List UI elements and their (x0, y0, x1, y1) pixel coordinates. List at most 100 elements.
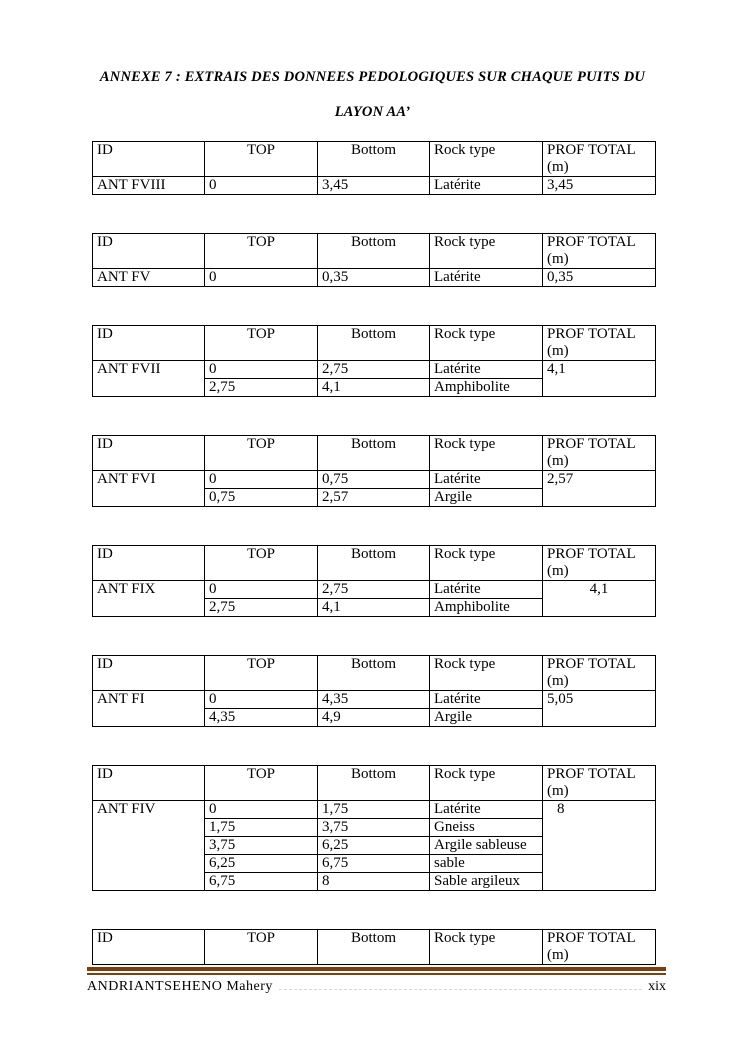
header-rock-type: Rock type (429, 765, 543, 801)
table-header-row: ID TOP Bottom Rock type PROF TOTAL (m) (92, 929, 656, 965)
cell-rock-type: Amphibolite (429, 598, 543, 617)
header-bottom: Bottom (317, 545, 430, 581)
cell-bottom: 3,75 (317, 818, 430, 837)
header-top: TOP (204, 325, 318, 361)
cell-prof-total: 0,35 (542, 268, 656, 287)
header-id: ID (92, 765, 205, 801)
cell-bottom: 3,45 (317, 176, 430, 195)
soil-data-table: ID TOP Bottom Rock type PROF TOTAL (m) (92, 929, 656, 965)
table-row: ANT FIX 0 2,75 Latérite 4,1 (92, 580, 656, 617)
table-header-row: ID TOP Bottom Rock type PROF TOTAL (m) (92, 325, 656, 361)
tables-container: ID TOP Bottom Rock type PROF TOTAL (m) ANT FVI… (92, 141, 745, 965)
cell-rock-type: Argile sableuse (429, 836, 543, 855)
header-prof-total: PROF TOTAL (m) (542, 765, 656, 801)
cell-bottom: 4,1 (317, 378, 430, 397)
cell-top: 0 (204, 176, 318, 195)
cell-prof-total: 8 (542, 800, 656, 891)
table-row: 6,25 6,75 sable (93, 854, 656, 873)
cell-bottom: 2,75 (317, 360, 430, 379)
soil-data-table: ID TOP Bottom Rock type PROF TOTAL (m) ANT FIV… (92, 765, 656, 891)
cell-bottom: 1,75 (317, 800, 430, 819)
header-rock-type: Rock type (429, 545, 543, 581)
table-row: ANT FVIII 0 3,45 Latérite 3,45 (92, 176, 656, 195)
cell-top: 6,25 (204, 854, 318, 873)
soil-data-table: ID TOP Bottom Rock type PROF TOTAL (m) ANT FVI… (92, 325, 656, 397)
table-row: 0,75 2,57 Argile (93, 488, 656, 507)
table-row: 3,75 6,25 Argile sableuse (93, 836, 656, 855)
cell-rock-type: Argile (429, 708, 543, 727)
footer-dashed-leader (278, 979, 643, 990)
soil-data-table: ID TOP Bottom Rock type PROF TOTAL (m) ANT FVI… (92, 141, 656, 195)
header-prof-total: PROF TOTAL (m) (542, 545, 656, 581)
cell-top: 1,75 (204, 818, 318, 837)
header-id: ID (92, 325, 205, 361)
header-bottom: Bottom (317, 655, 430, 691)
header-top: TOP (204, 545, 318, 581)
header-prof-total: PROF TOTAL (m) (542, 233, 656, 269)
cell-top: 0 (204, 268, 318, 287)
cell-top: 0 (204, 800, 318, 819)
table-row: 4,35 4,9 Argile (93, 708, 656, 727)
header-id: ID (92, 435, 205, 471)
cell-well-id: ANT FVII (92, 360, 205, 397)
cell-top: 4,35 (204, 708, 318, 727)
table-header-row: ID TOP Bottom Rock type PROF TOTAL (m) (92, 141, 656, 177)
cell-top: 6,75 (204, 872, 318, 891)
page-title-line1: ANNEXE 7 : EXTRAIS DES DONNEES PEDOLOGIQ… (99, 69, 646, 85)
cell-rock-type: Latérite (429, 176, 543, 195)
cell-rock-type: Latérite (429, 470, 543, 489)
cell-rock-type: Latérite (429, 800, 543, 819)
cell-well-id: ANT FVI (92, 470, 205, 507)
cell-well-id: ANT FI (92, 690, 205, 727)
page-footer: ANDRIANTSEHENO Mahery xix (87, 967, 666, 995)
header-rock-type: Rock type (429, 141, 543, 177)
header-id: ID (92, 141, 205, 177)
cell-top: 0 (204, 580, 318, 599)
footer-author: ANDRIANTSEHENO Mahery (87, 979, 273, 994)
cell-top: 0,75 (204, 488, 318, 507)
soil-data-table: ID TOP Bottom Rock type PROF TOTAL (m) ANT FV 0… (92, 233, 656, 287)
cell-top: 0 (204, 470, 318, 489)
soil-data-table: ID TOP Bottom Rock type PROF TOTAL (m) ANT FIX… (92, 545, 656, 617)
table-header-row: ID TOP Bottom Rock type PROF TOTAL (m) (92, 545, 656, 581)
header-rock-type: Rock type (429, 655, 543, 691)
cell-bottom: 0,35 (317, 268, 430, 287)
cell-top: 0 (204, 360, 318, 379)
cell-rock-type: Gneiss (429, 818, 543, 837)
header-top: TOP (204, 233, 318, 269)
cell-well-id: ANT FIX (92, 580, 205, 617)
table-row: 2,75 4,1 Amphibolite (93, 378, 656, 397)
table-row: 1,75 3,75 Gneiss (93, 818, 656, 837)
table-header-row: ID TOP Bottom Rock type PROF TOTAL (m) (92, 435, 656, 471)
cell-prof-total: 4,1 (542, 580, 656, 617)
cell-well-id: ANT FVIII (92, 176, 205, 195)
cell-rock-type: Latérite (429, 360, 543, 379)
table-row: ANT FIV 0 1,75 Latérite 8 (92, 800, 656, 891)
header-top: TOP (204, 435, 318, 471)
header-id: ID (92, 233, 205, 269)
header-top: TOP (204, 929, 318, 965)
table-header-row: ID TOP Bottom Rock type PROF TOTAL (m) (92, 233, 656, 269)
cell-bottom: 8 (317, 872, 430, 891)
table-row: ANT FVII 0 2,75 Latérite 4,1 (92, 360, 656, 397)
cell-well-id: ANT FV (92, 268, 205, 287)
header-rock-type: Rock type (429, 929, 543, 965)
header-prof-total: PROF TOTAL (m) (542, 655, 656, 691)
cell-bottom: 2,75 (317, 580, 430, 599)
cell-top: 3,75 (204, 836, 318, 855)
footer-page-number: xix (648, 979, 666, 994)
table-row: 2,75 4,1 Amphibolite (93, 598, 656, 617)
table-header-row: ID TOP Bottom Rock type PROF TOTAL (m) (92, 765, 656, 801)
table-row: 6,75 8 Sable argileux (93, 872, 656, 891)
footer-rule (87, 967, 666, 975)
cell-bottom: 4,1 (317, 598, 430, 617)
footer-row: ANDRIANTSEHENO Mahery xix (87, 979, 666, 995)
header-bottom: Bottom (317, 765, 430, 801)
table-row: ANT FI 0 4,35 Latérite 5,05 (92, 690, 656, 727)
cell-bottom: 6,25 (317, 836, 430, 855)
header-top: TOP (204, 765, 318, 801)
cell-prof-total: 2,57 (542, 470, 656, 507)
header-prof-total: PROF TOTAL (m) (542, 141, 656, 177)
cell-bottom: 0,75 (317, 470, 430, 489)
